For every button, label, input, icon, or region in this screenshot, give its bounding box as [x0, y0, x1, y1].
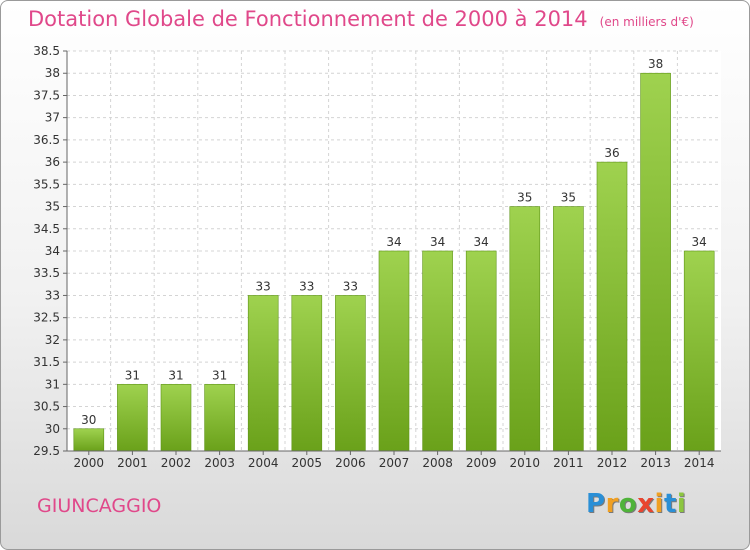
x-tick-label: 2013 — [640, 456, 671, 470]
y-tick-label: 37.5 — [33, 88, 60, 102]
bar — [291, 295, 323, 452]
x-tick-label: 2007 — [379, 456, 410, 470]
bar-value-label: 33 — [299, 279, 314, 293]
bar-value-label: 36 — [604, 146, 619, 160]
bar — [640, 72, 671, 452]
bar-value-label: 34 — [474, 235, 489, 249]
bar — [683, 250, 715, 452]
y-tick-label: 31.5 — [33, 355, 60, 369]
x-tick-label: 2006 — [335, 456, 366, 470]
bar-value-label: 35 — [561, 191, 576, 205]
bar — [465, 250, 497, 452]
bar-value-label: 33 — [343, 279, 358, 293]
bar-value-label: 30 — [81, 413, 96, 427]
x-tick-label: 2005 — [292, 456, 323, 470]
bar — [247, 295, 279, 452]
bar-value-label: 35 — [517, 191, 532, 205]
y-tick-label: 35 — [45, 200, 60, 214]
x-tick-label: 2010 — [510, 456, 541, 470]
chart-title: Dotation Globale de Fonctionnement de 20… — [28, 7, 694, 31]
logo-letter: i — [676, 489, 687, 519]
proxiti-logo: Proxiti — [586, 489, 686, 519]
bar — [117, 384, 148, 452]
bar-value-label: 31 — [168, 368, 183, 382]
x-tick-label: 2000 — [74, 456, 105, 470]
title-text: Dotation Globale de Fonctionnement de 20… — [28, 7, 588, 31]
logo-letter: i — [654, 489, 664, 519]
bar-value-label: 31 — [125, 368, 140, 382]
bar-value-label: 31 — [212, 368, 227, 382]
y-tick-label: 33 — [45, 288, 60, 302]
bar — [73, 428, 105, 452]
y-tick-label: 32 — [45, 333, 60, 347]
bar-value-label: 34 — [430, 235, 445, 249]
y-tick-label: 31 — [45, 377, 60, 391]
bar — [335, 295, 366, 452]
bar — [596, 161, 628, 452]
y-tick-label: 34 — [45, 244, 60, 258]
y-tick-label: 38 — [45, 66, 60, 80]
logo-letter: t — [663, 489, 677, 519]
x-tick-label: 2014 — [684, 456, 715, 470]
bar-value-label: 33 — [256, 279, 271, 293]
bar — [509, 206, 541, 452]
x-tick-label: 2009 — [466, 456, 497, 470]
x-tick-label: 2008 — [422, 456, 453, 470]
bar — [160, 384, 192, 452]
logo-letter: P — [586, 489, 606, 519]
y-tick-label: 30.5 — [33, 400, 60, 414]
y-tick-label: 34.5 — [33, 222, 60, 236]
y-tick-label: 30 — [45, 422, 60, 436]
logo-letter: r — [605, 489, 619, 519]
x-tick-label: 2011 — [553, 456, 584, 470]
y-tick-label: 29.5 — [33, 444, 60, 458]
y-tick-label: 32.5 — [33, 311, 60, 325]
x-tick-label: 2003 — [204, 456, 235, 470]
y-tick-label: 33.5 — [33, 266, 60, 280]
bar — [204, 384, 235, 452]
bar — [553, 206, 584, 452]
title-unit: (en milliers d'€) — [599, 15, 694, 29]
logo-letter: x — [637, 489, 655, 519]
bar-value-label: 34 — [692, 235, 707, 249]
bar — [378, 250, 410, 452]
bar — [422, 250, 453, 452]
logo-letter: o — [618, 489, 638, 519]
commune-name: GIUNCAGGIO — [37, 495, 162, 517]
y-tick-label: 38.5 — [33, 44, 60, 58]
y-tick-label: 37 — [45, 111, 60, 125]
x-tick-label: 2001 — [117, 456, 148, 470]
bar-value-label: 38 — [648, 57, 663, 71]
y-tick-label: 36.5 — [33, 133, 60, 147]
bar-value-label: 34 — [386, 235, 401, 249]
x-tick-label: 2012 — [597, 456, 628, 470]
x-tick-label: 2002 — [161, 456, 192, 470]
y-tick-label: 36 — [45, 155, 60, 169]
y-tick-label: 35.5 — [33, 177, 60, 191]
x-tick-label: 2004 — [248, 456, 279, 470]
